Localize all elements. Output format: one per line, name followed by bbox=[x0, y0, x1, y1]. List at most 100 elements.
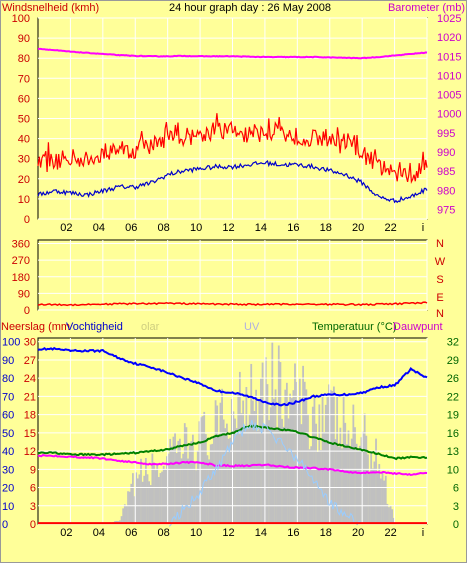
solar-bar bbox=[125, 505, 128, 524]
solar-bar bbox=[273, 398, 275, 524]
solar-bar bbox=[250, 363, 253, 524]
panel2-y-labels: 0 90 180 270 360 bbox=[12, 239, 30, 318]
rain-tick-label: 27 bbox=[24, 355, 36, 367]
solar-bar bbox=[177, 440, 180, 524]
solar-bar bbox=[183, 423, 186, 524]
x-tick-label: 22 bbox=[384, 527, 396, 539]
solar-bar bbox=[295, 381, 298, 524]
solar-bar bbox=[354, 427, 356, 524]
chart-title: 24 hour graph day : 26 May 2008 bbox=[169, 2, 331, 14]
solar-bar bbox=[123, 504, 126, 524]
solar-bar bbox=[214, 400, 217, 524]
solar-bar bbox=[347, 430, 350, 524]
solar-bar bbox=[143, 475, 146, 524]
temperature-line bbox=[37, 424, 428, 461]
solar-bar bbox=[127, 491, 129, 524]
uv-axis-title: UV bbox=[244, 321, 260, 333]
solar-bar bbox=[388, 507, 390, 524]
panel1-y2-labels: 975 980 985 990 995 1000 1005 1010 1015 1020 1025 bbox=[437, 13, 461, 216]
x-tick-label: 02 bbox=[60, 222, 72, 234]
x-tick-label: 16 bbox=[287, 527, 299, 539]
solar-bar bbox=[243, 428, 246, 524]
x-tick-label: 10 bbox=[190, 222, 202, 234]
panel1-series bbox=[37, 47, 428, 204]
panel1-y-labels: 0 10 20 30 40 50 60 70 80 90 100 bbox=[12, 13, 30, 226]
y2-tick-label: 1005 bbox=[437, 90, 461, 102]
solar-bar bbox=[227, 438, 230, 524]
solar-bar bbox=[381, 472, 384, 524]
wind-axis-title: Windsnelheid (kmh) bbox=[2, 2, 99, 14]
solar-bar bbox=[132, 473, 134, 524]
solar-bar bbox=[175, 453, 178, 524]
solar-bar bbox=[128, 491, 131, 524]
humidity-tick-label: 50 bbox=[2, 428, 14, 440]
solar-bar bbox=[135, 472, 138, 524]
solar-bar bbox=[263, 424, 266, 524]
solar-bar bbox=[224, 428, 227, 524]
solar-bar bbox=[311, 406, 314, 524]
rain-axis-title: Neerslag (mm bbox=[1, 321, 70, 333]
solar-bar bbox=[282, 426, 285, 524]
solar-bar bbox=[235, 428, 238, 524]
solar-bar bbox=[251, 400, 254, 524]
solar-bar bbox=[315, 423, 317, 524]
rain-tick-label: 9 bbox=[30, 464, 36, 476]
temperature-tick-label: 13 bbox=[447, 446, 459, 458]
solar-bar bbox=[154, 470, 157, 524]
y2-tick-label: 1010 bbox=[437, 70, 461, 82]
solar-bar bbox=[247, 429, 249, 524]
solar-bar bbox=[164, 469, 167, 524]
barometer-line bbox=[38, 47, 428, 60]
y-tick-label: 40 bbox=[18, 134, 30, 146]
solar-bar bbox=[318, 404, 321, 524]
humidity-tick-label: 90 bbox=[2, 355, 14, 367]
solar-bar bbox=[329, 389, 332, 524]
panel1-grid bbox=[38, 17, 428, 220]
temperature-tick-label: 0 bbox=[453, 519, 459, 531]
panel2-grid bbox=[38, 240, 428, 311]
solar-bar bbox=[255, 389, 257, 524]
x-tick-label: 04 bbox=[93, 222, 105, 234]
wind_direction-line bbox=[37, 301, 428, 307]
y-tick-label: 10 bbox=[18, 194, 30, 206]
humidity-tick-label: 60 bbox=[2, 410, 14, 422]
solar-bar bbox=[274, 389, 277, 524]
solar-bar bbox=[313, 396, 316, 524]
humidity-tick-label: 20 bbox=[2, 483, 14, 495]
solar-bar bbox=[336, 396, 339, 524]
solar-bar bbox=[159, 473, 162, 524]
y2-tick-label: 980 bbox=[437, 185, 455, 197]
solar-bar bbox=[253, 410, 256, 524]
solar-bar bbox=[174, 432, 176, 524]
solar-bar bbox=[287, 418, 290, 524]
x-tick-label: i bbox=[422, 527, 424, 539]
temperature-tick-label: 19 bbox=[447, 410, 459, 422]
solar-bar bbox=[332, 386, 335, 524]
solar-bar bbox=[392, 517, 395, 524]
barometer-axis-title: Barometer (mb) bbox=[388, 2, 465, 14]
solar-bar bbox=[156, 464, 159, 524]
solar-bar bbox=[232, 411, 235, 524]
y-tick-label: 360 bbox=[12, 239, 30, 251]
solar-bar bbox=[144, 458, 147, 524]
solar-bar bbox=[206, 455, 209, 524]
solar-bar bbox=[383, 480, 386, 524]
solar-bar bbox=[294, 363, 296, 524]
solar-bar bbox=[328, 384, 330, 524]
y-tick-label: 80 bbox=[18, 53, 30, 65]
solar-bar bbox=[281, 418, 283, 524]
solar-bar bbox=[120, 516, 123, 524]
solar-bar bbox=[376, 473, 379, 524]
solar-bar bbox=[242, 400, 245, 524]
solar-bar bbox=[157, 477, 160, 524]
temperature-tick-label: 32 bbox=[447, 337, 459, 349]
solar-bar bbox=[344, 422, 347, 524]
solar-bar bbox=[345, 444, 348, 524]
solar-bar bbox=[130, 483, 133, 524]
dewpoint-line bbox=[37, 454, 428, 477]
solar-bar bbox=[148, 481, 151, 524]
solar-bar bbox=[326, 397, 329, 524]
solar-bar bbox=[185, 427, 188, 524]
compass-label: N bbox=[436, 308, 444, 320]
